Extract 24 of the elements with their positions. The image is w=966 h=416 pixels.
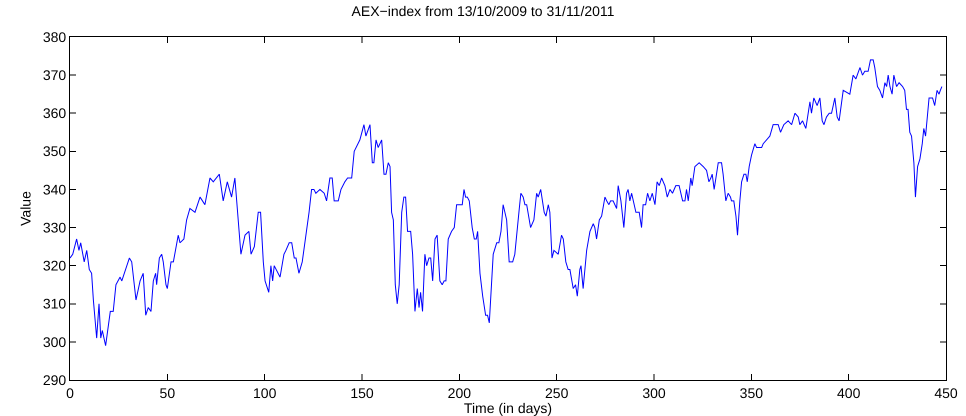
y-axis-title: Value (17, 190, 34, 226)
x-tick-label: 250 (544, 384, 569, 401)
y-tick-label: 360 (42, 105, 66, 122)
x-tick-label: 350 (740, 384, 764, 401)
x-axis-title: Time (in days) (464, 400, 552, 416)
y-tick-label: 340 (42, 181, 66, 198)
y-tick-label: 380 (42, 28, 66, 45)
y-tick-label: 320 (42, 258, 66, 274)
x-tick-label: 150 (350, 384, 374, 401)
y-tick-label: 350 (42, 143, 66, 160)
y-tick-label: 300 (42, 334, 66, 350)
x-tick-label: 300 (642, 384, 666, 401)
y-tick-label: 370 (42, 67, 66, 84)
chart-title: AEX−index from 13/10/2009 to 31/11/2011 (352, 3, 615, 20)
y-tick-label: 310 (42, 296, 66, 312)
x-tick-label: 200 (448, 384, 472, 401)
x-tick-label: 0 (66, 384, 74, 401)
x-tick-label: 450 (934, 384, 958, 401)
x-tick-label: 50 (160, 384, 176, 401)
x-tick-label: 400 (836, 384, 861, 401)
line-series (70, 59, 942, 346)
y-tick-label: 330 (42, 219, 66, 236)
y-tick-label: 290 (42, 372, 66, 388)
x-tick-label: 100 (252, 384, 277, 401)
